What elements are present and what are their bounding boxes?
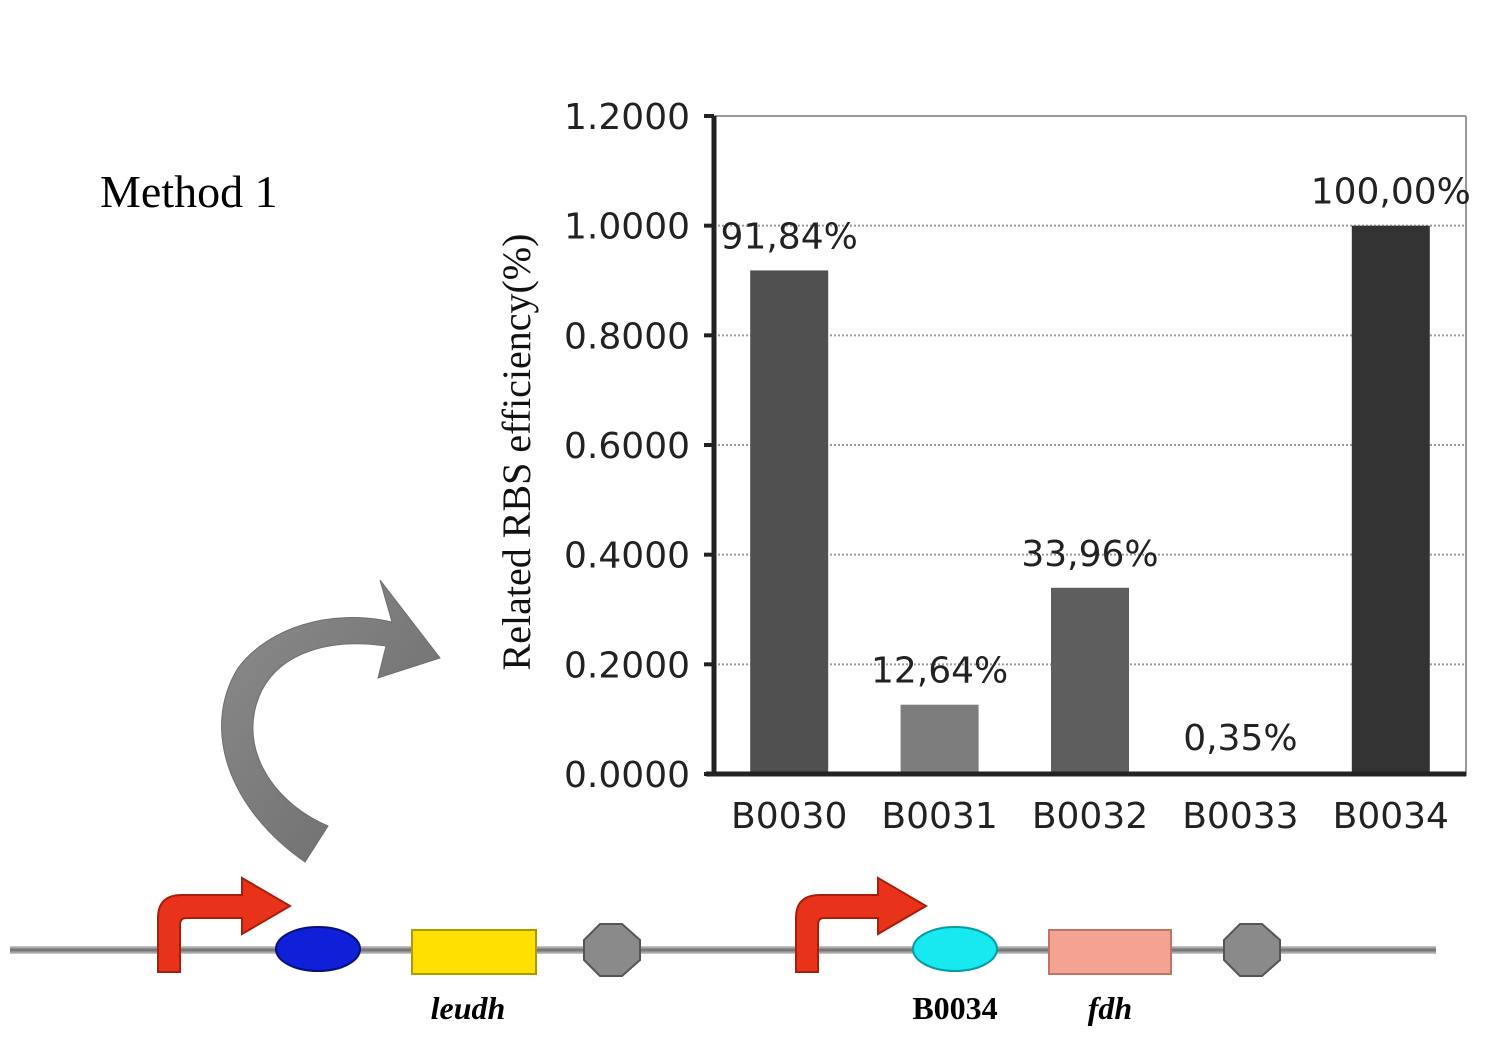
x-tick-label: B0031 — [881, 796, 997, 837]
rbs-b0034-icon — [912, 926, 998, 972]
y-tick-label: 0.8000 — [564, 316, 690, 357]
gene-fdh-icon — [1048, 929, 1172, 975]
terminator-icon — [583, 923, 641, 977]
rbs-b0034-label: B0034 — [912, 990, 997, 1026]
bar-b0030 — [750, 270, 829, 774]
data-labels: 91,84% 12,64% 33,96% 0,35% 100,00% — [721, 172, 1471, 759]
x-tick-label: B0030 — [731, 796, 847, 837]
gene-leudh-label: leudh — [431, 990, 506, 1026]
y-tick-label: 0.6000 — [564, 426, 690, 467]
x-tick-label: B0033 — [1182, 796, 1298, 837]
gene-fdh-label: fdh — [1088, 990, 1132, 1026]
method-label: Method 1 — [100, 166, 278, 217]
data-label: 100,00% — [1311, 172, 1471, 213]
y-tick-label: 0.0000 — [564, 755, 690, 796]
gene-leudh-icon — [411, 929, 537, 975]
bar-b0031 — [900, 704, 979, 774]
data-label: 12,64% — [871, 651, 1008, 692]
y-tick-label: 0.4000 — [564, 536, 690, 577]
y-tick-label: 1.2000 — [564, 97, 690, 138]
terminator-2-icon — [1223, 923, 1281, 977]
promoter-icon — [157, 876, 292, 973]
rbs-icon — [275, 926, 361, 972]
bar-b0034 — [1351, 225, 1430, 774]
curved-arrow-icon — [221, 579, 441, 863]
data-label: 91,84% — [721, 216, 858, 257]
y-ticks: 0.0000 0.2000 0.4000 0.6000 0.8000 1.0000 1.20… — [564, 97, 714, 796]
bars — [750, 225, 1430, 775]
x-ticks: B0030 B0031 B0032 B0033 B0034 — [731, 796, 1449, 837]
y-tick-label: 1.0000 — [564, 207, 690, 248]
bar-chart: 0.0000 0.2000 0.4000 0.6000 0.8000 1.0000 1.20… — [494, 97, 1471, 837]
x-tick-label: B0032 — [1032, 796, 1148, 837]
genetic-construct: leudh B0034 fdh — [10, 876, 1436, 1026]
y-tick-label: 0.2000 — [564, 645, 690, 686]
data-label: 0,35% — [1183, 718, 1297, 759]
promoter-2-icon — [795, 876, 928, 973]
dna-backbone — [10, 946, 1436, 954]
bar-b0032 — [1051, 587, 1129, 774]
x-tick-label: B0034 — [1333, 796, 1449, 837]
y-axis-label: Related RBS efficiency(%) — [494, 234, 539, 671]
data-label: 33,96% — [1021, 534, 1158, 575]
